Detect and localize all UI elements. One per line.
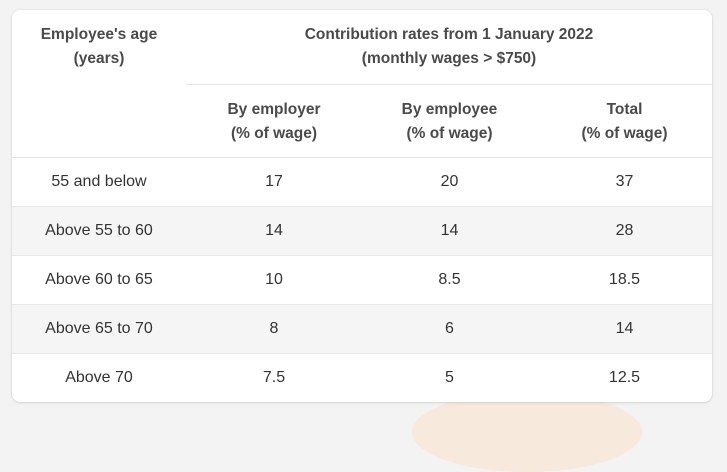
- age-header-line-1: Employee's age: [40, 26, 158, 43]
- table-row: Above 55 to 60 14 14 28: [12, 206, 712, 256]
- total-header-line-1: Total: [606, 100, 643, 118]
- total-header-line-2: (% of wage): [581, 124, 668, 142]
- employee-header-line-2: (% of wage): [406, 124, 493, 142]
- employer-column-header: By employer (% of wage): [186, 84, 362, 158]
- total-rate-cell: 28: [537, 206, 712, 256]
- employee-rate-cell: 14: [362, 206, 537, 256]
- employer-header-line-2: (% of wage): [230, 124, 318, 142]
- contribution-header-line-2: (monthly wages > $750): [361, 50, 537, 67]
- contribution-rates-table: Employee's age (years) Contribution rate…: [12, 10, 712, 402]
- table-row: Above 70 7.5 5 12.5: [12, 353, 712, 402]
- employee-rate-cell: 20: [362, 157, 537, 207]
- employer-rate-cell: 17: [186, 157, 362, 207]
- total-rate-cell: 37: [537, 157, 712, 207]
- contribution-rates-card: Employee's age (years) Contribution rate…: [12, 10, 712, 402]
- total-rate-cell: 14: [537, 304, 712, 354]
- age-cell: Above 60 to 65: [12, 255, 186, 305]
- employer-rate-cell: 10: [186, 255, 362, 305]
- employer-rate-cell: 7.5: [262, 368, 286, 386]
- table-row: 55 and below 17 20 37: [12, 157, 712, 207]
- employee-header-line-1: By employee: [401, 100, 498, 118]
- age-column-header: Employee's age (years): [12, 10, 186, 158]
- total-column-header: Total (% of wage): [537, 84, 712, 158]
- employer-rate-cell: 14: [186, 206, 362, 256]
- age-header-line-2: (years): [73, 50, 125, 67]
- total-rate-cell: 12.5: [608, 368, 641, 386]
- age-cell: Above 70: [65, 368, 133, 386]
- employee-rate-cell: 5: [445, 368, 454, 386]
- table-row: Above 60 to 65 10 8.5 18.5: [12, 255, 712, 305]
- employee-rate-cell: 6: [362, 304, 537, 354]
- age-cell: Above 65 to 70: [12, 304, 186, 354]
- employee-column-header: By employee (% of wage): [362, 84, 537, 158]
- background-watermark: [412, 392, 642, 472]
- table-row: Above 65 to 70 8 6 14: [12, 304, 712, 354]
- age-cell: Above 55 to 60: [12, 206, 186, 256]
- contribution-header-line-1: Contribution rates from 1 January 2022: [304, 26, 594, 43]
- age-cell: 55 and below: [12, 157, 186, 207]
- employee-rate-cell: 8.5: [362, 255, 537, 305]
- employer-rate-cell: 8: [186, 304, 362, 354]
- total-rate-cell: 18.5: [537, 255, 712, 305]
- contribution-rates-header: Contribution rates from 1 January 2022 (…: [186, 10, 712, 85]
- employer-header-line-1: By employer: [227, 100, 321, 118]
